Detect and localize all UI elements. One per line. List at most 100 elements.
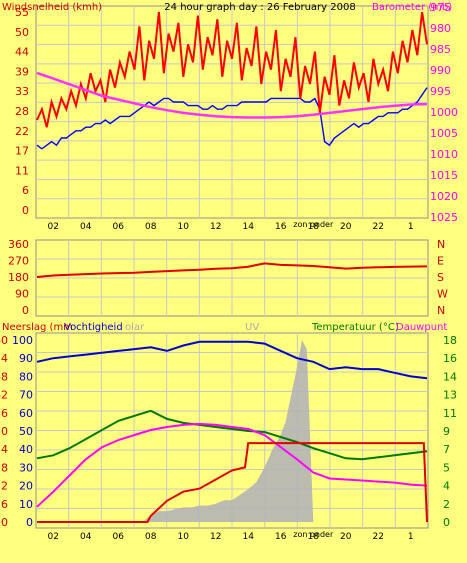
compass-axis-tick: W — [437, 288, 448, 301]
wind-axis-label: Windsnelheid (kmh) — [2, 2, 102, 13]
top-x-tick: 1 — [408, 222, 414, 232]
rain-axis-tick: 12 — [0, 480, 8, 493]
top-x-tick: 02 — [48, 222, 59, 232]
wind-axis-tick: 44 — [15, 46, 29, 59]
temperature-axis-tick: 7 — [443, 443, 450, 456]
top-x-tick: 10 — [178, 222, 190, 232]
uv-area — [142, 340, 314, 522]
top-x-tick: 12 — [210, 222, 221, 232]
bottom-x-tick: 12 — [210, 532, 221, 542]
top-x-tick: 16 — [275, 222, 287, 232]
temperature-axis-tick: 2 — [443, 498, 450, 511]
barometer-line — [36, 71, 428, 119]
bottom-x-tick: 16 — [275, 532, 287, 542]
barometer-axis-label: Barometer (mb) — [372, 2, 452, 13]
wind-axis-tick: 28 — [15, 105, 29, 118]
direction-axis-tick: 0 — [22, 304, 29, 317]
direction-axis-tick: 270 — [8, 255, 29, 268]
humidity-axis-tick: 20 — [19, 480, 33, 493]
bottom-x-tick: 1 — [408, 532, 414, 542]
temperature-axis-tick: 13 — [443, 389, 457, 402]
uv-axis-label: UV — [245, 322, 259, 333]
rain-axis-tick: 24 — [0, 443, 8, 456]
temperature-axis-tick: 11 — [443, 407, 457, 420]
rain-axis-tick: 48 — [0, 370, 8, 383]
blue-series-line — [36, 87, 428, 150]
barometer-axis-tick: 1000 — [430, 106, 458, 119]
barometer-axis-tick: 1005 — [430, 127, 458, 140]
direction-axis-tick: 360 — [8, 238, 29, 251]
bottom-x-tick: 20 — [340, 532, 352, 542]
direction-panel-grid — [36, 240, 428, 316]
rain-axis-tick: 54 — [0, 352, 8, 365]
rain-axis-tick: 60 — [0, 334, 8, 347]
compass-axis-tick: S — [437, 271, 444, 284]
humidity-axis-tick: 80 — [19, 370, 33, 383]
barometer-axis-tick: 1025 — [430, 211, 458, 224]
wind-axis-tick: 55 — [15, 6, 29, 19]
wind-direction-line — [36, 262, 428, 278]
humidity-axis-label: Vochtigheid — [64, 322, 123, 333]
bottom-x-tick: 14 — [243, 532, 255, 542]
bottom-x-tick: 18 — [308, 532, 320, 542]
top-x-tick: 14 — [243, 222, 255, 232]
top-x-tick: 04 — [80, 222, 92, 232]
barometer-axis-tick: 990 — [430, 64, 451, 77]
rain-axis-tick: 30 — [0, 425, 8, 438]
bottom-x-tick: 04 — [80, 532, 92, 542]
barometer-axis-tick: 980 — [430, 22, 451, 35]
humidity-axis-tick: 10 — [19, 498, 33, 511]
top-x-tick: 06 — [113, 222, 125, 232]
barometer-axis-tick: 1010 — [430, 148, 458, 161]
humidity-line — [36, 340, 428, 380]
humidity-axis-tick: 90 — [19, 352, 33, 365]
bottom-x-tick: 22 — [373, 532, 384, 542]
bottom-x-tick: 02 — [48, 532, 59, 542]
top-panel-grid — [36, 6, 428, 218]
wind-axis-tick: 33 — [15, 85, 29, 98]
wind-speed-line — [36, 11, 428, 128]
solar-axis-label: olar — [125, 322, 145, 333]
bottom-x-tick: 10 — [178, 532, 190, 542]
wind-axis-tick: 0 — [22, 204, 29, 217]
wind-axis-tick: 50 — [15, 26, 29, 39]
compass-axis-tick: E — [437, 255, 444, 268]
humidity-axis-tick: 30 — [19, 461, 33, 474]
humidity-axis-tick: 70 — [19, 389, 33, 402]
barometer-axis-tick: 975 — [430, 1, 451, 14]
temperature-axis-tick: 5 — [443, 461, 450, 474]
temperature-axis-tick: 16 — [443, 352, 457, 365]
rain-line — [37, 442, 428, 523]
top-x-tick: 22 — [373, 222, 384, 232]
humidity-axis-tick: 40 — [19, 443, 33, 456]
rain-axis-tick: 0 — [1, 516, 8, 529]
rain-axis-tick: 6 — [1, 498, 8, 511]
sunset-label: zon onder — [293, 530, 334, 539]
humidity-axis-tick: 0 — [26, 516, 33, 529]
compass-axis-tick: N — [437, 238, 445, 251]
dewpoint-line — [36, 422, 428, 508]
temperature-axis-label: Temperatuur (°C) — [311, 322, 399, 333]
wind-axis-tick: 22 — [15, 125, 29, 138]
compass-axis-tick: N — [437, 304, 445, 317]
humidity-axis-tick: 60 — [19, 407, 33, 420]
temperature-axis-tick: 18 — [443, 334, 457, 347]
temperature-axis-tick: 0 — [443, 516, 450, 529]
direction-axis-tick: 180 — [8, 271, 29, 284]
temperature-axis-tick: 14 — [443, 370, 457, 383]
dewpoint-axis-label: Dauwpunt — [396, 322, 447, 333]
top-x-tick: 20 — [340, 222, 352, 232]
rain-axis-tick: 36 — [0, 407, 8, 420]
sunset-label: zon onder — [293, 220, 334, 229]
temperature-line — [36, 409, 428, 461]
barometer-axis-tick: 995 — [430, 85, 451, 98]
rain-axis-tick: 42 — [0, 389, 8, 402]
top-x-tick: 18 — [308, 222, 320, 232]
direction-axis-tick: 90 — [15, 288, 29, 301]
wind-axis-tick: 17 — [15, 145, 29, 158]
barometer-axis-tick: 985 — [430, 43, 451, 56]
humidity-axis-tick: 100 — [12, 334, 33, 347]
rain-axis-tick: 18 — [0, 461, 8, 474]
temperature-axis-tick: 4 — [443, 480, 450, 493]
